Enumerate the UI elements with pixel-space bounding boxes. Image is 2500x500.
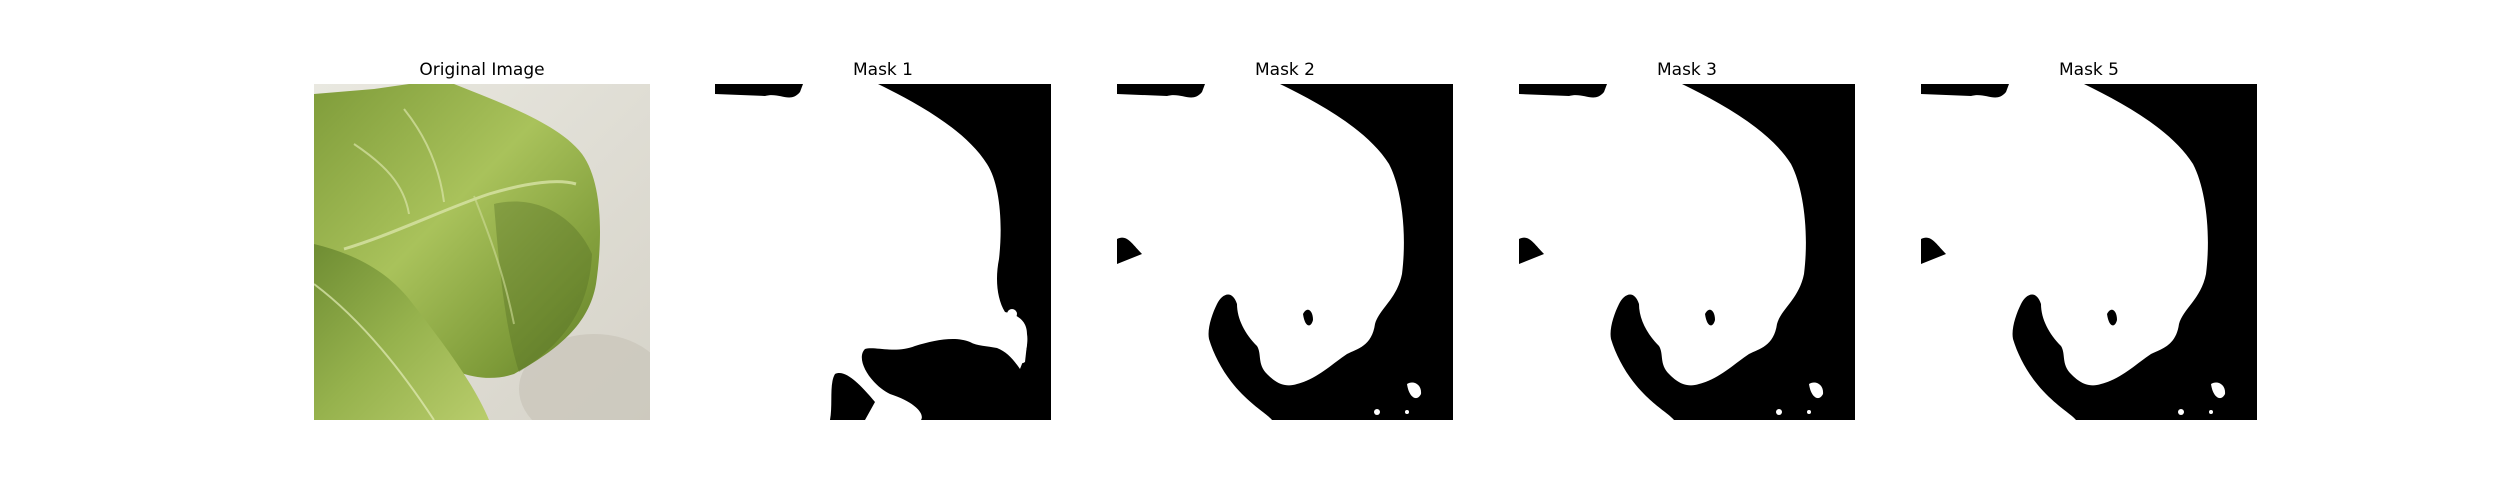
panel-title: Original Image xyxy=(419,60,545,80)
panel-title: Mask 3 xyxy=(1656,60,1717,80)
mask-3-image xyxy=(1519,84,1855,420)
panel-title: Mask 5 xyxy=(2058,60,2119,80)
panel-mask-3: Mask 3 xyxy=(1519,0,1855,500)
mask-2-image xyxy=(1117,84,1453,420)
panel-title: Mask 1 xyxy=(852,60,913,80)
original-leaf-photo xyxy=(314,84,650,420)
mask-5-image xyxy=(1921,84,2257,420)
panel-mask-2: Mask 2 xyxy=(1117,0,1453,500)
panel-mask-5: Mask 5 xyxy=(1921,0,2257,500)
panel-mask-1: Mask 1 xyxy=(715,0,1051,500)
mask-1-image xyxy=(715,84,1051,420)
panel-original-image: Original Image xyxy=(314,0,650,500)
panel-title: Mask 2 xyxy=(1254,60,1315,80)
